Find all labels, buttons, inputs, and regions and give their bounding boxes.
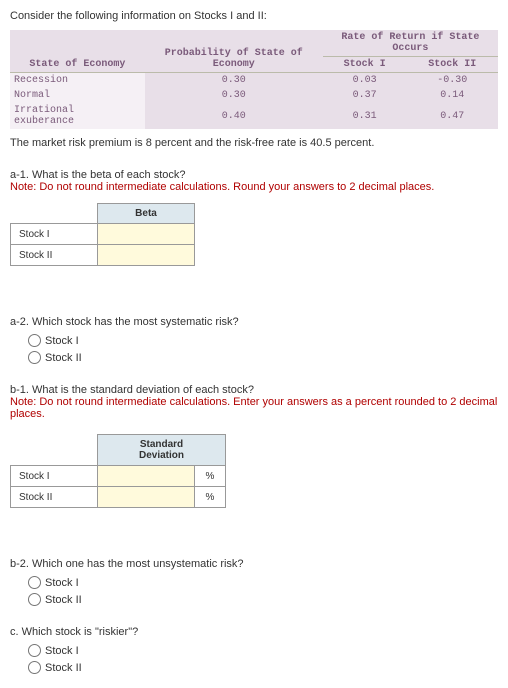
b2-option-stock2[interactable]: Stock II (28, 593, 498, 606)
col-prob: Probability of State of Economy (145, 30, 323, 73)
row-stock2: Stock II (11, 245, 98, 266)
cell: 0.31 (323, 103, 407, 129)
cell: 0.40 (145, 103, 323, 129)
pct-unit: % (195, 466, 226, 487)
a2-question: a-2. Which stock has the most systematic… (10, 316, 498, 328)
radio-input[interactable] (28, 644, 41, 657)
cell: -0.30 (407, 73, 498, 89)
stocks-data-table: State of Economy Probability of State of… (10, 30, 498, 129)
c-option-stock2[interactable]: Stock II (28, 661, 498, 674)
a2-option-stock2[interactable]: Stock II (28, 351, 498, 364)
radio-input[interactable] (28, 576, 41, 589)
col-rate-group: Rate of Return if State Occurs (323, 30, 498, 57)
b1-note: Note: Do not round intermediate calculat… (10, 396, 497, 420)
radio-input[interactable] (28, 334, 41, 347)
c-question: c. Which stock is "riskier"? (10, 626, 498, 638)
cell: 0.30 (145, 73, 323, 89)
cell: 0.14 (407, 88, 498, 103)
cell: Irrational exuberance (10, 103, 145, 129)
col-stock1: Stock I (323, 57, 407, 73)
cell: 0.30 (145, 88, 323, 103)
radio-label: Stock I (45, 577, 79, 589)
a1-question: a-1. What is the beta of each stock? (10, 169, 185, 181)
cell: 0.47 (407, 103, 498, 129)
radio-label: Stock I (45, 645, 79, 657)
radio-label: Stock I (45, 335, 79, 347)
beta-stock2-input[interactable] (98, 245, 195, 266)
radio-label: Stock II (45, 594, 82, 606)
beta-header: Beta (98, 204, 195, 224)
b2-option-stock1[interactable]: Stock I (28, 576, 498, 589)
col-stock2: Stock II (407, 57, 498, 73)
radio-label: Stock II (45, 662, 82, 674)
intro-text: Consider the following information on St… (10, 10, 498, 22)
cell: 0.37 (323, 88, 407, 103)
sd-input-table: Standard Deviation Stock I % Stock II % (10, 434, 226, 508)
a1-note: Note: Do not round intermediate calculat… (10, 181, 434, 193)
sd-stock2-input[interactable] (98, 487, 195, 508)
radio-input[interactable] (28, 661, 41, 674)
pct-unit: % (195, 487, 226, 508)
b2-question: b-2. Which one has the most unsystematic… (10, 558, 498, 570)
c-option-stock1[interactable]: Stock I (28, 644, 498, 657)
row-stock1: Stock I (11, 224, 98, 245)
a2-option-stock1[interactable]: Stock I (28, 334, 498, 347)
cell: Recession (10, 73, 145, 89)
cell: Normal (10, 88, 145, 103)
premium-text: The market risk premium is 8 percent and… (10, 137, 498, 149)
row-stock1: Stock I (11, 466, 98, 487)
radio-input[interactable] (28, 351, 41, 364)
sd-header: Standard Deviation (98, 435, 226, 466)
beta-input-table: Beta Stock I Stock II (10, 203, 195, 266)
beta-stock1-input[interactable] (98, 224, 195, 245)
radio-input[interactable] (28, 593, 41, 606)
row-stock2: Stock II (11, 487, 98, 508)
sd-stock1-input[interactable] (98, 466, 195, 487)
col-state: State of Economy (10, 30, 145, 73)
cell: 0.03 (323, 73, 407, 89)
b1-question: b-1. What is the standard deviation of e… (10, 384, 254, 396)
radio-label: Stock II (45, 352, 82, 364)
